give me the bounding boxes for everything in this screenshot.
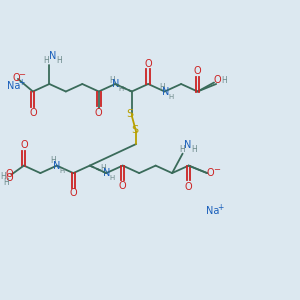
Text: H: H — [50, 156, 56, 165]
Text: N: N — [103, 168, 110, 178]
Text: H: H — [179, 145, 184, 154]
Text: H: H — [109, 176, 114, 182]
Text: H: H — [159, 83, 164, 92]
Text: N: N — [184, 140, 192, 151]
Text: O: O — [213, 75, 221, 85]
Text: N: N — [49, 51, 56, 62]
Text: S: S — [127, 109, 134, 119]
Text: S: S — [131, 125, 138, 136]
Text: H: H — [4, 178, 9, 187]
Text: O: O — [119, 181, 127, 191]
Text: Na: Na — [206, 206, 220, 217]
Text: O: O — [206, 168, 214, 178]
Text: H: H — [221, 76, 227, 85]
Text: O: O — [29, 108, 37, 118]
Text: O: O — [185, 182, 192, 192]
Text: N: N — [112, 79, 120, 89]
Text: H: H — [110, 76, 115, 85]
Text: O: O — [20, 140, 28, 150]
Text: N: N — [163, 86, 170, 97]
Text: H: H — [191, 145, 197, 154]
Text: O: O — [5, 169, 13, 179]
Text: O: O — [5, 173, 13, 183]
Text: N: N — [53, 160, 61, 171]
Text: −: − — [214, 165, 220, 174]
Text: Na: Na — [7, 81, 20, 92]
Text: H: H — [56, 56, 62, 64]
Text: O: O — [144, 58, 152, 69]
Text: O: O — [70, 188, 77, 199]
Text: −: − — [18, 70, 25, 79]
Text: O: O — [13, 73, 20, 83]
Text: O: O — [194, 66, 201, 76]
Text: H: H — [59, 168, 64, 174]
Text: H: H — [168, 94, 174, 100]
Text: H: H — [1, 172, 6, 181]
Text: O: O — [95, 108, 103, 118]
Text: H: H — [43, 56, 49, 64]
Text: +: + — [18, 78, 24, 87]
Text: H: H — [100, 164, 106, 173]
Text: H: H — [118, 86, 123, 92]
Text: +: + — [218, 203, 224, 212]
